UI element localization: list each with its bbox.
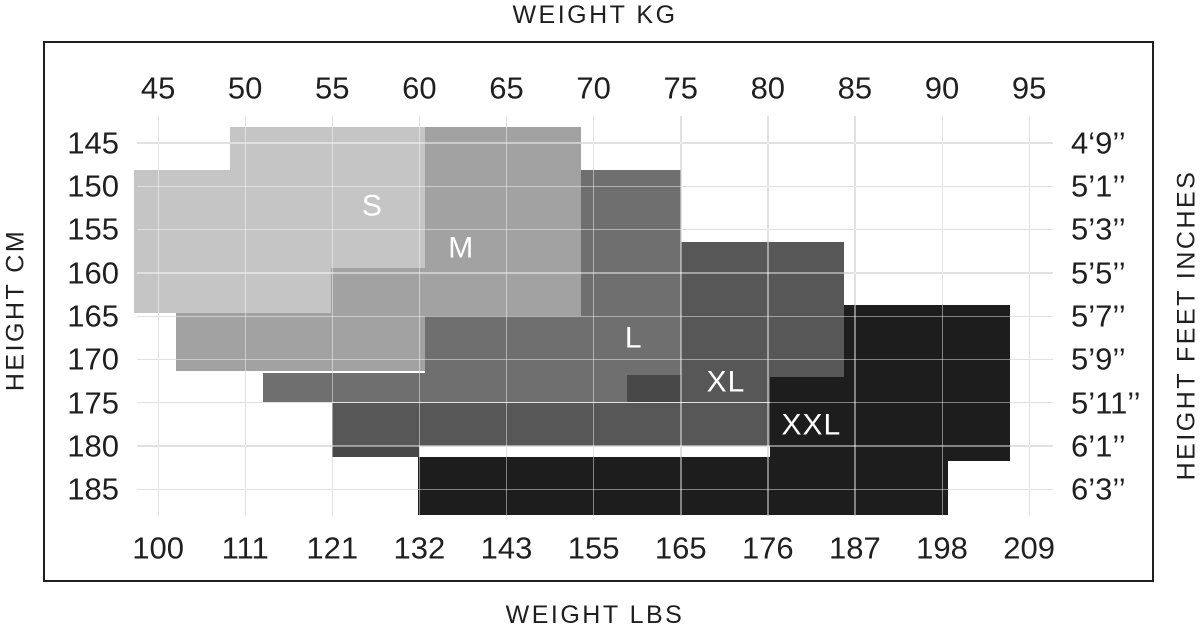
gridline-horizontal-overlay [137, 402, 1053, 404]
lbs-tick-label: 143 [480, 530, 533, 566]
ftin-tick-label: 6’3’’ [1071, 471, 1126, 507]
size-region-rect-s [133, 268, 331, 314]
size-region-rect-xl [680, 241, 844, 377]
gridline-horizontal-overlay [137, 185, 1053, 188]
gridline-vertical-overlay [854, 116, 856, 516]
kg-tick-label: 45 [140, 70, 176, 106]
gridline-horizontal-overlay [137, 445, 1053, 447]
size-region-rect-m [330, 268, 425, 314]
gridline-vertical-overlay [157, 116, 159, 516]
cm-tick-label: 165 [67, 298, 119, 334]
size-region-rect-xxl [844, 304, 1010, 377]
lbs-tick-label: 111 [221, 530, 269, 566]
size-region-rect-m [424, 126, 582, 316]
kg-tick-label: 85 [837, 70, 873, 106]
size-region-label-xl: XL [706, 365, 746, 399]
size-region-rect-s [133, 169, 425, 269]
cm-tick-label: 170 [67, 341, 119, 377]
ftin-tick-label: 5’3’’ [1071, 211, 1126, 247]
lbs-tick-label: 187 [829, 530, 881, 566]
lbs-tick-label: 132 [393, 530, 446, 566]
kg-tick-label: 70 [576, 70, 611, 106]
lbs-tick-label: 176 [741, 530, 794, 566]
gridline-horizontal-overlay [137, 228, 1053, 231]
lbs-tick-label: 155 [567, 530, 620, 566]
size-region-rect-xl [626, 374, 681, 403]
gridline-horizontal-base [137, 142, 1053, 144]
weight-kg-title: WEIGHT KG [512, 1, 678, 29]
size-region-rect-l [424, 316, 681, 374]
gridline-vertical-overlay [331, 116, 334, 516]
cm-tick-label: 175 [67, 385, 119, 420]
size-region-rect-xxl [417, 457, 949, 515]
gridline-vertical-overlay [680, 116, 682, 516]
kg-tick-label: 95 [1011, 70, 1047, 106]
size-region-rect-l [262, 373, 681, 403]
cm-tick-label: 160 [67, 255, 119, 291]
gridline-vertical-overlay [593, 116, 595, 516]
kg-tick-label: 55 [315, 70, 350, 106]
kg-tick-label: 65 [489, 70, 524, 106]
gridline-vertical-overlay [941, 116, 943, 516]
cm-tick-label: 145 [67, 125, 119, 161]
kg-tick-label: 75 [663, 70, 698, 106]
lbs-tick-label: 209 [1003, 530, 1055, 566]
gridline-vertical-overlay [1028, 116, 1031, 516]
cm-tick-label: 155 [67, 211, 119, 247]
gridline-horizontal-overlay [137, 272, 1053, 274]
kg-tick-label: 90 [924, 70, 960, 106]
kg-tick-label: 60 [402, 70, 437, 106]
size-region-rect-xl [332, 402, 771, 446]
lbs-tick-label: 198 [916, 530, 968, 566]
gridline-horizontal-overlay [137, 315, 1053, 317]
ftin-tick-label: 5’1’’ [1071, 168, 1126, 204]
lbs-tick-label: 165 [654, 530, 707, 566]
weight-lbs-title: WEIGHT LBS [505, 601, 685, 629]
height-cm-axis-label: HEIGHT CM [1, 228, 30, 392]
gridline-vertical-overlay [244, 116, 247, 516]
kg-tick-label: 50 [227, 70, 263, 106]
gridline-vertical-overlay [767, 116, 769, 516]
gridline-vertical-overlay [418, 116, 421, 516]
gridline-horizontal-base [137, 445, 1053, 447]
size-region-label-xxl: XXL [781, 408, 842, 442]
lbs-tick-label: 121 [306, 530, 359, 566]
gridline-horizontal-overlay [137, 358, 1053, 361]
gridline-vertical-overlay [506, 116, 508, 516]
ftin-tick-label: 6’1’’ [1071, 428, 1126, 464]
size-region-rect-xxl [770, 376, 1010, 462]
size-region-label-l: L [624, 321, 643, 355]
ftin-tick-label: 5’7’’ [1071, 298, 1126, 334]
size-region-rect-s [229, 126, 425, 170]
cm-tick-label: 185 [67, 471, 119, 507]
size-region-rect-xl [332, 445, 420, 457]
cm-tick-label: 180 [67, 428, 119, 464]
size-region-rect-l [581, 169, 681, 316]
height-feet-inches-axis-label: HEIGHT FEET INCHES [1172, 169, 1200, 481]
ftin-tick-label: 5’11’’ [1071, 385, 1141, 420]
size-region-rect-xl [680, 376, 771, 403]
chart-frame [43, 41, 1154, 582]
gridline-horizontal-overlay [137, 142, 1053, 144]
ftin-tick-label: 5’5’’ [1071, 255, 1126, 291]
ftin-tick-label: 5’9’’ [1071, 341, 1126, 377]
cm-tick-label: 150 [67, 168, 119, 204]
size-region-label-s: S [361, 189, 383, 223]
size-region-label-m: M [448, 231, 475, 265]
size-region-rect-m [175, 313, 425, 372]
gridline-horizontal-overlay [137, 488, 1053, 490]
ftin-tick-label: 4‘9’’ [1071, 125, 1126, 161]
lbs-tick-label: 100 [132, 530, 184, 566]
kg-tick-label: 80 [750, 70, 786, 106]
